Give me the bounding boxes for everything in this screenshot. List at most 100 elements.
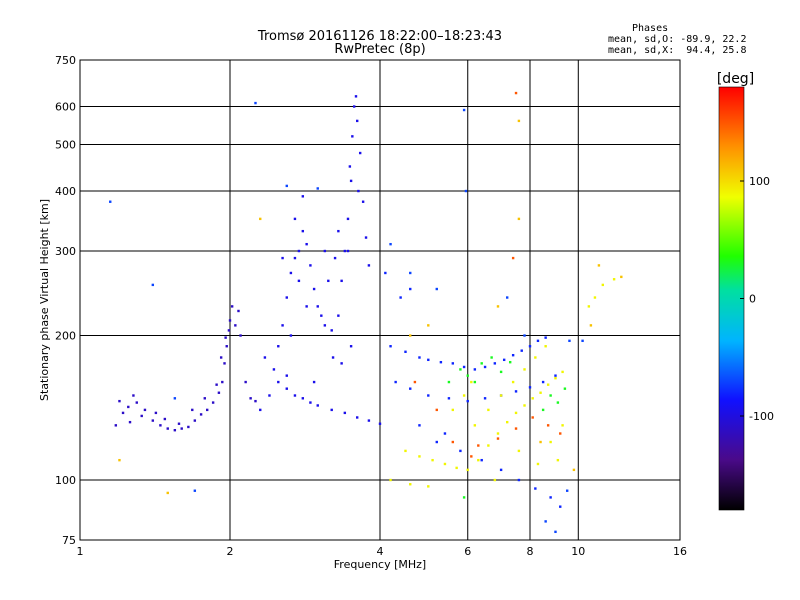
data-point	[487, 444, 490, 447]
data-point	[323, 324, 327, 327]
data-point	[330, 408, 333, 412]
data-point	[499, 468, 503, 472]
y-tick-label: 750	[55, 54, 76, 67]
plot-frame	[79, 59, 681, 541]
data-point	[349, 179, 353, 183]
data-point	[536, 339, 540, 343]
data-point	[427, 394, 430, 397]
colorbar-tick-label: -100	[749, 410, 774, 423]
data-point	[589, 324, 593, 327]
data-point	[531, 416, 534, 419]
data-point	[309, 401, 312, 404]
data-point	[128, 420, 132, 424]
data-point	[544, 345, 547, 348]
data-point	[462, 496, 466, 499]
data-point	[297, 279, 301, 283]
data-point	[534, 487, 537, 490]
data-point	[565, 489, 569, 492]
data-point	[228, 319, 232, 322]
data-point	[320, 314, 323, 317]
data-point	[541, 380, 545, 384]
data-point	[435, 440, 438, 444]
x-tick-label: 1	[77, 545, 84, 558]
data-point	[127, 405, 130, 409]
data-point	[409, 271, 412, 275]
data-point	[348, 165, 352, 168]
data-point	[215, 383, 218, 386]
data-point	[281, 256, 284, 260]
data-point	[528, 345, 532, 348]
data-point	[581, 339, 584, 343]
colorbar-label: [deg]	[717, 71, 754, 87]
data-point	[459, 449, 462, 453]
data-point	[293, 394, 297, 397]
data-point	[312, 380, 316, 384]
data-point	[466, 399, 469, 403]
data-point	[389, 478, 392, 482]
data-point	[451, 440, 455, 444]
data-point	[561, 424, 564, 427]
data-point	[554, 530, 557, 534]
data-point	[259, 408, 262, 412]
data-point	[289, 271, 293, 275]
data-point	[277, 345, 280, 348]
data-point	[601, 283, 605, 287]
data-point	[470, 455, 473, 458]
data-point	[466, 374, 469, 377]
data-point	[230, 305, 234, 308]
data-point	[534, 356, 537, 359]
x-tick-label: 2	[227, 545, 234, 558]
data-point	[211, 401, 215, 404]
data-point	[443, 432, 447, 435]
data-point	[462, 365, 466, 369]
data-point	[337, 314, 340, 317]
chart-subtitle: RwPretec (8p)	[334, 42, 426, 57]
data-point	[163, 417, 167, 421]
data-point	[140, 414, 143, 418]
data-point	[511, 380, 515, 384]
data-point	[254, 399, 257, 403]
data-point	[316, 187, 319, 190]
data-point	[225, 345, 228, 348]
x-axis-label: Frequency [MHz]	[334, 558, 426, 571]
data-point	[480, 362, 483, 365]
data-point	[470, 380, 473, 384]
data-point	[312, 287, 316, 291]
data-point	[285, 387, 288, 390]
data-point	[563, 387, 567, 390]
data-point	[285, 184, 288, 188]
data-point	[511, 256, 515, 260]
data-point	[511, 353, 515, 357]
data-point	[514, 390, 518, 393]
grid	[80, 60, 680, 540]
data-point	[254, 101, 257, 105]
data-point	[531, 397, 534, 400]
data-point	[367, 264, 371, 267]
x-tick-label: 16	[673, 545, 687, 558]
x-tick-label: 6	[464, 545, 471, 558]
data-point	[227, 329, 231, 332]
data-point	[597, 264, 601, 267]
data-point	[389, 345, 392, 348]
data-point	[118, 458, 121, 462]
data-point	[477, 444, 480, 447]
data-point	[517, 217, 521, 221]
data-point	[427, 324, 430, 327]
data-point	[612, 278, 616, 281]
data-point	[572, 468, 576, 472]
colorbar-tick-label: 0	[749, 293, 756, 306]
data-point	[496, 305, 500, 308]
data-point	[237, 309, 240, 313]
data-point	[193, 419, 197, 422]
data-point	[483, 397, 487, 400]
data-point	[546, 424, 550, 427]
data-point	[135, 401, 138, 404]
data-point	[263, 356, 267, 359]
data-point	[528, 386, 532, 389]
data-point	[539, 440, 542, 444]
data-point	[301, 397, 305, 400]
data-point	[409, 483, 412, 486]
data-point	[549, 394, 552, 397]
data-point	[409, 287, 412, 291]
data-point	[151, 283, 155, 287]
